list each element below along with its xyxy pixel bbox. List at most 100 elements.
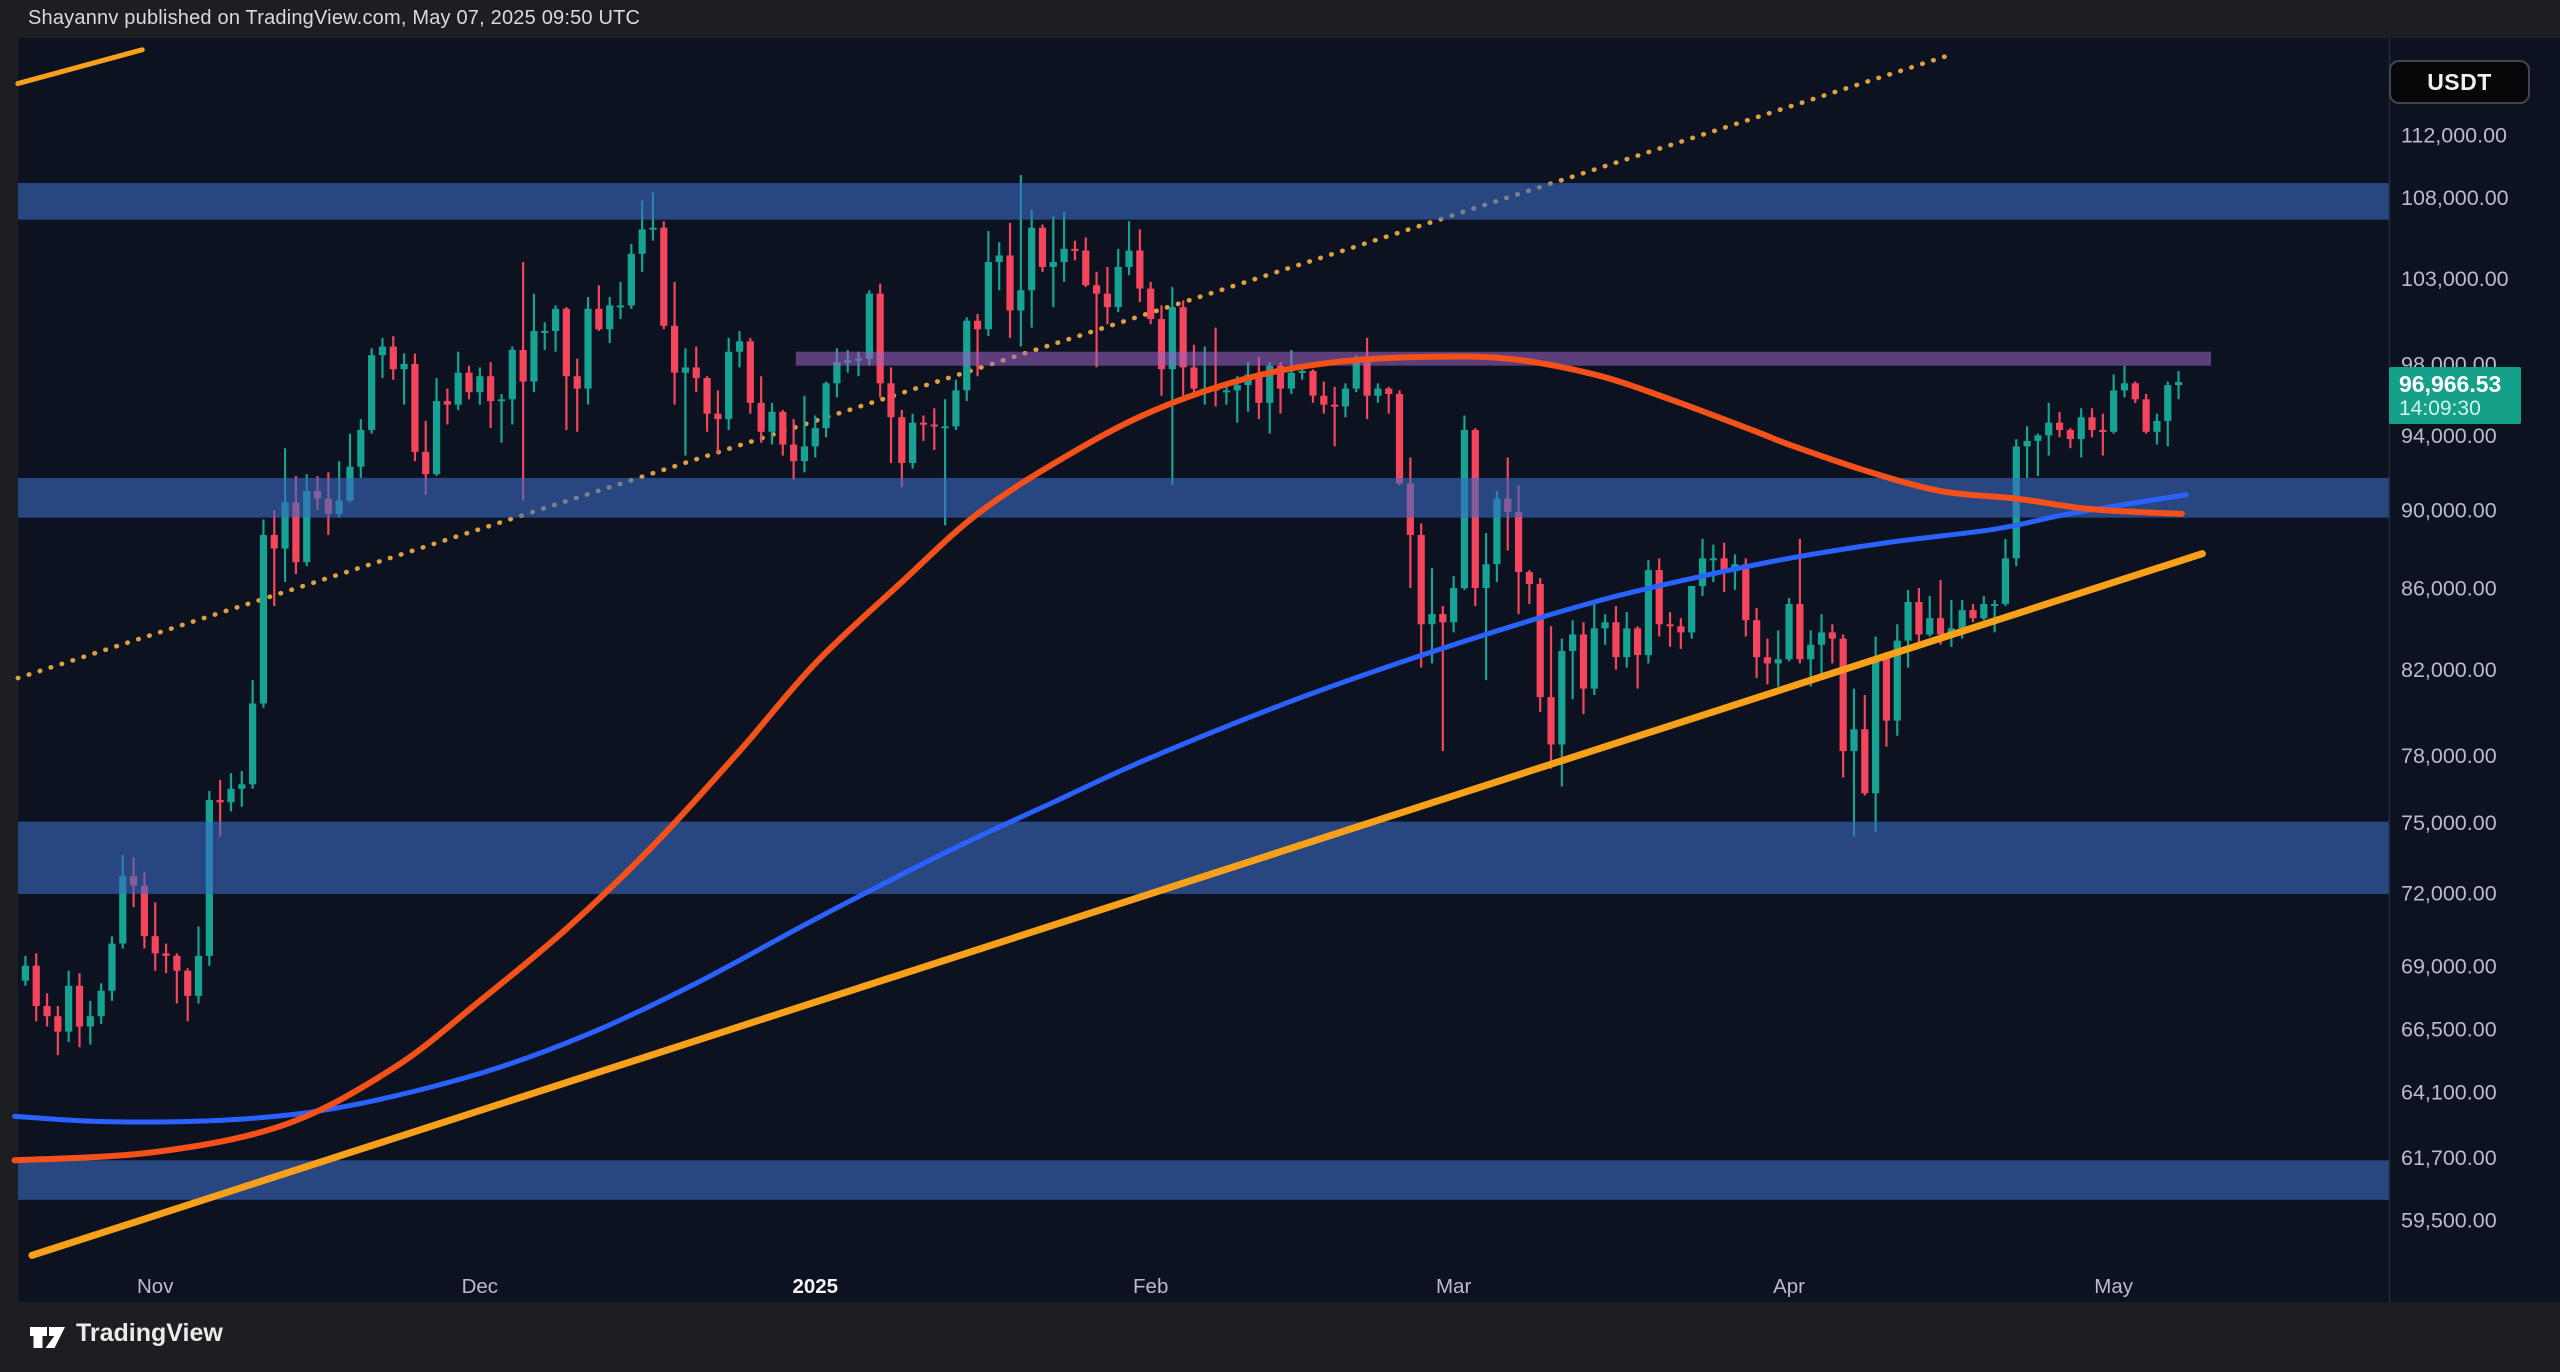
time-axis[interactable]: Nov Dec 2025 Feb Mar Apr May xyxy=(137,1275,2134,1298)
price-axis-label: 112,000.00 xyxy=(2401,123,2507,147)
candle-down xyxy=(1861,729,1869,794)
candle-down xyxy=(746,341,754,403)
candle-up xyxy=(909,422,917,464)
candle-up xyxy=(995,255,1003,263)
candle-up xyxy=(108,943,116,991)
candle-down xyxy=(671,325,679,373)
time-axis-label-Apr: Apr xyxy=(1773,1275,1805,1298)
candle-down xyxy=(573,376,581,389)
price-axis-label: 103,000.00 xyxy=(2401,267,2509,291)
candle-up xyxy=(638,229,646,254)
candle-up xyxy=(86,1016,94,1027)
price-axis[interactable]: 112,000.00108,000.00103,000.0098,000.009… xyxy=(2401,123,2509,1232)
candle-down xyxy=(1157,319,1166,370)
candle-up xyxy=(1774,659,1782,664)
candle-down xyxy=(1309,370,1317,396)
price-axis-label: 108,000.00 xyxy=(2401,186,2509,210)
candle-up xyxy=(432,401,441,475)
candle-down xyxy=(973,320,982,330)
candle-up xyxy=(2034,435,2042,441)
fast-ma-orange[interactable] xyxy=(11,353,2185,1164)
candle-up xyxy=(1114,266,1122,308)
candle-down xyxy=(1255,374,1263,403)
candle-down xyxy=(919,422,928,425)
candle-up xyxy=(1807,644,1815,660)
candle-down xyxy=(1655,570,1663,625)
resistance-zone-108k[interactable] xyxy=(18,183,2389,220)
candle-up xyxy=(357,429,365,467)
candle-up xyxy=(822,383,830,429)
last-price-badge: 96,966.53 14:09:30 xyxy=(2389,367,2521,424)
time-axis-label-Nov: Nov xyxy=(137,1275,174,1298)
candle-down xyxy=(1147,288,1155,320)
tradingview-brand-text: TradingView xyxy=(76,1319,223,1347)
currency-toggle-button[interactable]: USDT xyxy=(2389,60,2530,104)
candle-up xyxy=(1709,558,1717,561)
time-axis-label-Dec: Dec xyxy=(462,1275,498,1298)
bar-countdown-timer: 14:09:30 xyxy=(2399,397,2481,420)
candle-up xyxy=(1428,614,1436,625)
candle-down xyxy=(1092,285,1101,294)
candle-up xyxy=(2001,558,2010,605)
candle-up xyxy=(2110,390,2118,432)
candle-down xyxy=(2131,383,2139,400)
candle-down xyxy=(595,308,603,330)
candle-down xyxy=(519,349,527,382)
candle-up xyxy=(1450,587,1458,623)
price-axis-label: 69,000.00 xyxy=(2401,954,2497,978)
price-axis-label: 78,000.00 xyxy=(2401,744,2497,768)
candle-up xyxy=(1893,640,1901,721)
channel-upper-solid[interactable] xyxy=(15,47,145,87)
candle-up xyxy=(238,784,246,789)
candle-down xyxy=(1547,697,1555,745)
candle-up xyxy=(627,253,635,306)
price-axis-label: 72,000.00 xyxy=(2401,881,2497,905)
candle-up xyxy=(1904,602,1912,641)
price-axis-label: 94,000.00 xyxy=(2401,424,2497,448)
candle-down xyxy=(898,417,906,464)
candle-up xyxy=(541,330,549,333)
candle-up xyxy=(400,363,408,370)
price-axis-label: 64,100.00 xyxy=(2401,1081,2497,1105)
ascending-support-trendline[interactable] xyxy=(28,550,2206,1259)
candle-down xyxy=(184,970,192,996)
candle-down xyxy=(1677,626,1685,633)
candle-up xyxy=(508,349,516,400)
candle-up xyxy=(1991,604,1999,607)
candle-up xyxy=(1644,570,1652,656)
candle-down xyxy=(703,377,711,414)
candle-up xyxy=(1287,372,1295,389)
candle-down xyxy=(2088,417,2096,430)
candle-up xyxy=(941,426,949,429)
publish-title: Shayannv published on TradingView.com, M… xyxy=(28,7,641,29)
support-zone-60k[interactable] xyxy=(18,1160,2389,1200)
candle-down xyxy=(2142,399,2150,432)
candle-up xyxy=(1850,729,1858,752)
candle-up xyxy=(1028,227,1036,291)
candle-up xyxy=(368,355,376,430)
candle-down xyxy=(692,367,700,378)
tradingview-logo-icon[interactable] xyxy=(28,1316,68,1356)
support-zone-73k[interactable] xyxy=(18,821,2389,894)
candle-down xyxy=(1439,614,1447,623)
candle-up xyxy=(1817,632,1826,645)
candle-down xyxy=(1331,404,1339,407)
candle-up xyxy=(2077,417,2085,440)
candle-up xyxy=(649,227,657,230)
candle-down xyxy=(1915,602,1923,635)
publish-title-bar: Shayannv published on TradingView.com, M… xyxy=(0,0,2560,38)
candle-up xyxy=(303,491,311,563)
candle-down xyxy=(1190,367,1198,389)
candle-up xyxy=(800,446,809,462)
candle-up xyxy=(1558,650,1566,745)
candle-up xyxy=(2164,385,2172,421)
candle-up xyxy=(2153,420,2161,432)
slow-ma-blue[interactable] xyxy=(12,492,2189,1125)
resistance-zone-90k[interactable] xyxy=(18,477,2389,518)
candle-down xyxy=(660,227,668,326)
price-axis-label: 90,000.00 xyxy=(2401,499,2497,523)
candle-down xyxy=(1276,365,1285,389)
candle-down xyxy=(216,800,224,803)
candle-down xyxy=(1936,618,1945,635)
